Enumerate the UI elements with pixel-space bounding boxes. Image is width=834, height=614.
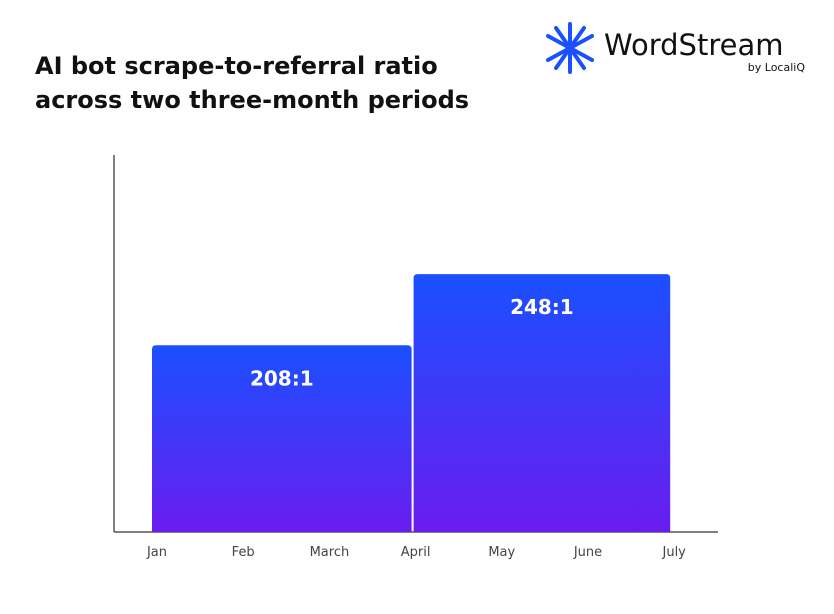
bar [413,274,671,532]
x-tick-label: Feb [232,545,255,560]
value-label: 248:1 [510,295,574,319]
logo-icon [546,22,594,74]
x-tick-label: Jan [146,545,167,560]
value-label: 208:1 [250,366,314,390]
x-tick-label: April [401,545,431,560]
logo-name: WordStream [604,28,783,62]
logo-tagline: by LocaliQ [748,61,806,74]
bar [152,345,412,532]
x-tick-label: May [488,545,515,560]
x-tick-label: June [573,545,602,560]
x-tick-label: July [662,545,687,560]
x-tick-label: March [310,545,350,560]
chart-title: across two three-month periods [35,86,469,114]
chart-title: AI bot scrape-to-referral ratio [35,52,438,80]
